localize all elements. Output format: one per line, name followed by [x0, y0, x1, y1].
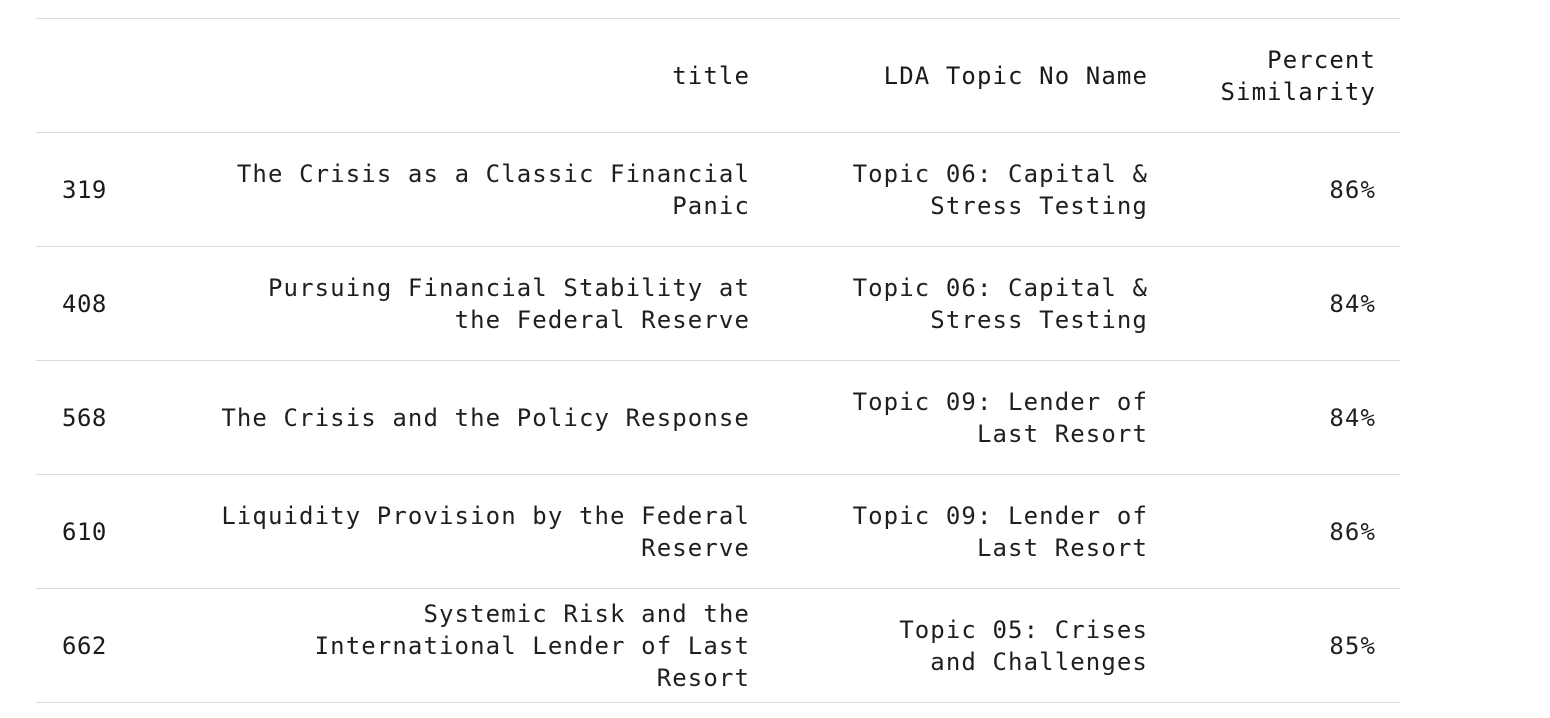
- row-similarity: 84%: [1329, 403, 1376, 432]
- row-similarity: 86%: [1329, 517, 1376, 546]
- table-header: title LDA Topic No Name Percent Similari…: [36, 18, 1400, 133]
- row-similarity: 86%: [1329, 175, 1376, 204]
- title-column-header: title: [672, 61, 750, 90]
- table-row: 662 Systemic Risk and the International …: [36, 588, 1400, 703]
- row-title: Pursuing Financial Stability at the Fede…: [267, 273, 750, 334]
- index-column-header: [36, 19, 136, 133]
- row-index: 610: [62, 517, 107, 546]
- row-topic: Topic 09: Lender of Last Resort: [852, 387, 1148, 448]
- row-similarity: 84%: [1329, 289, 1376, 318]
- results-table: title LDA Topic No Name Percent Similari…: [36, 18, 1400, 703]
- row-title: Systemic Risk and the International Lend…: [314, 599, 750, 692]
- table-row: 319 The Crisis as a Classic Financial Pa…: [36, 132, 1400, 247]
- row-topic: Topic 06: Capital & Stress Testing: [852, 273, 1148, 334]
- similarity-column-header: Percent Similarity: [1220, 45, 1376, 106]
- topic-column-header: LDA Topic No Name: [883, 61, 1148, 90]
- table-row: 568 The Crisis and the Policy Response T…: [36, 360, 1400, 475]
- results-table-container: title LDA Topic No Name Percent Similari…: [36, 18, 1400, 703]
- row-index: 319: [62, 175, 107, 204]
- row-title: The Crisis as a Classic Financial Panic: [236, 159, 750, 220]
- table-row: 408 Pursuing Financial Stability at the …: [36, 246, 1400, 361]
- row-topic: Topic 09: Lender of Last Resort: [852, 501, 1148, 562]
- row-topic: Topic 05: Crises and Challenges: [899, 615, 1148, 676]
- row-title: The Crisis and the Policy Response: [221, 403, 750, 432]
- row-index: 408: [62, 289, 107, 318]
- row-index: 568: [62, 403, 107, 432]
- row-index: 662: [62, 631, 107, 660]
- table-body: 319 The Crisis as a Classic Financial Pa…: [36, 132, 1400, 703]
- row-similarity: 85%: [1329, 631, 1376, 660]
- row-topic: Topic 06: Capital & Stress Testing: [852, 159, 1148, 220]
- row-title: Liquidity Provision by the Federal Reser…: [221, 501, 750, 562]
- header-row: title LDA Topic No Name Percent Similari…: [36, 18, 1400, 133]
- table-row: 610 Liquidity Provision by the Federal R…: [36, 474, 1400, 589]
